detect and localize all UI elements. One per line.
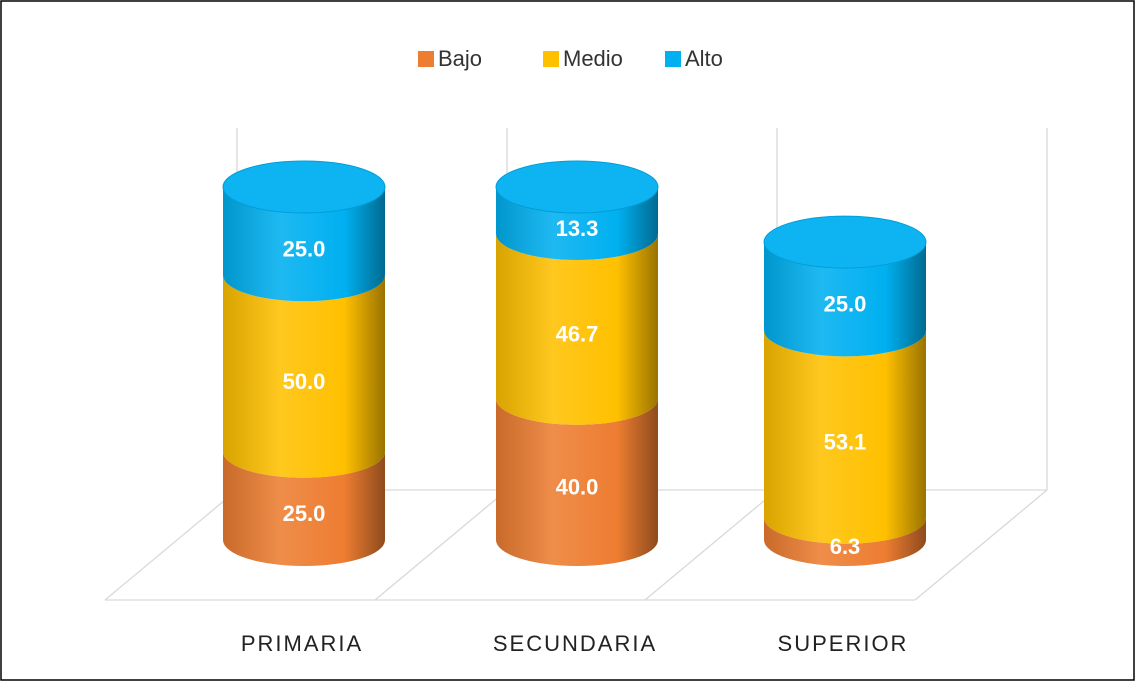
cylinder-top — [222, 160, 386, 214]
data-label: 46.7 — [556, 322, 599, 347]
cylinder-segment — [764, 517, 926, 566]
data-label: 25.0 — [283, 236, 326, 261]
data-label: 25.0 — [824, 292, 867, 317]
data-label: 50.0 — [283, 369, 326, 394]
legend-label: Medio — [563, 46, 623, 71]
cylinder-top — [763, 215, 927, 269]
cylinder-top — [495, 160, 659, 214]
cylinder-segment — [223, 275, 385, 478]
cylinder-segment — [764, 330, 926, 544]
cylinder-segment — [223, 451, 385, 566]
legend-label: Alto — [685, 46, 723, 71]
x-tick-label: SECUNDARIA — [493, 631, 657, 656]
legend-swatch — [418, 51, 434, 67]
cylinder-segment — [223, 187, 385, 302]
x-tick-label: PRIMARIA — [241, 631, 363, 656]
data-label: 13.3 — [556, 216, 599, 241]
cylinder-segment — [764, 242, 926, 357]
cylinder-segment — [496, 398, 658, 566]
data-label: 53.1 — [824, 429, 867, 454]
data-label: 25.0 — [283, 501, 326, 526]
x-tick-label: SUPERIOR — [778, 631, 909, 656]
data-label: 6.3 — [830, 534, 861, 559]
legend-label: Bajo — [438, 46, 482, 71]
cylinder-segment — [496, 187, 658, 260]
data-label: 40.0 — [556, 475, 599, 500]
legend-swatch — [665, 51, 681, 67]
legend-swatch — [543, 51, 559, 67]
cylinder-segment — [496, 233, 658, 425]
